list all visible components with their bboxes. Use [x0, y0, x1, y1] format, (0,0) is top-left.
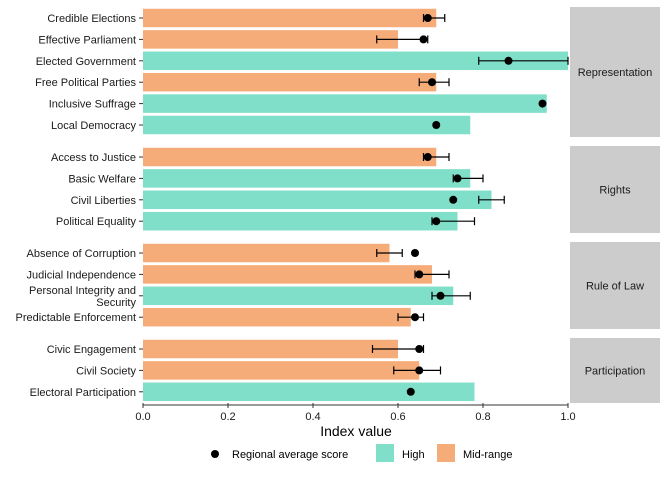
- facet-strip: [570, 146, 660, 233]
- average-point: [449, 195, 458, 204]
- bar: [143, 115, 471, 135]
- average-point: [423, 153, 432, 161]
- average-point: [411, 249, 419, 257]
- y-tick-label-line: Credible Elections: [47, 13, 136, 25]
- bar: [143, 339, 398, 359]
- facet-strip-label: Representation: [578, 67, 653, 79]
- y-tick-label: Inclusive Suffrage: [49, 99, 136, 111]
- y-tick-label-line: Local Democracy: [51, 120, 136, 132]
- facet-strip-label: Rule of Law: [586, 281, 644, 293]
- y-tick-label: Personal Integrity and Security: [29, 285, 137, 309]
- facet-strip-label: Participation: [585, 366, 646, 378]
- y-tick-label-line: Elected Government: [36, 56, 136, 68]
- average-point: [411, 313, 419, 322]
- bar: [143, 307, 411, 327]
- average-point: [504, 56, 513, 65]
- y-tick-label: Judicial Independence: [27, 269, 136, 281]
- facet-strip: [570, 338, 660, 403]
- y-tick-label-line: Security: [96, 297, 136, 309]
- panel-0: Representation Credible Elections Effectiv…: [35, 7, 660, 137]
- average-point: [428, 78, 436, 87]
- y-tick-label-line: Civil Liberties: [71, 195, 137, 207]
- bar: [143, 94, 547, 113]
- x-tick-label: 0.8: [475, 411, 490, 423]
- x-axis: 0.0 0.2 0.4 0.6 0.8 1.0: [135, 403, 576, 423]
- average-point: [415, 270, 424, 279]
- y-tick-label: Civic Engagement: [47, 344, 136, 356]
- average-point: [432, 217, 441, 226]
- legend-point-marker: [211, 450, 219, 458]
- y-tick-label-line: Predictable Enforcement: [16, 312, 136, 324]
- y-tick-label-line: Inclusive Suffrage: [49, 99, 136, 111]
- bar: [143, 169, 471, 188]
- bar: [143, 190, 492, 210]
- average-point: [436, 291, 445, 300]
- y-tick-label-line: Political Equality: [56, 216, 137, 228]
- average-point: [415, 366, 424, 375]
- x-tick-label: 0.0: [135, 411, 150, 423]
- x-tick-label: 1.0: [560, 411, 575, 423]
- panel-2: Rule of Law Absence of Corruption Judicial…: [16, 242, 660, 329]
- y-tick-label: Access to Justice: [51, 152, 136, 164]
- y-tick-label: Free Political Parties: [35, 77, 136, 89]
- bar: [143, 382, 475, 402]
- bar: [143, 51, 568, 71]
- y-tick-label-line: Civil Society: [76, 365, 136, 377]
- y-tick-label: Electoral Participation: [30, 387, 136, 399]
- bar: [143, 286, 454, 306]
- panel-1: Rights Access to Justice Basic Welfare Civi…: [51, 146, 660, 233]
- bar: [143, 243, 390, 263]
- average-point: [406, 387, 415, 396]
- y-tick-label: Absence of Corruption: [27, 248, 136, 260]
- average-point: [538, 99, 547, 108]
- y-tick-label: Elected Government: [36, 56, 136, 68]
- legend: Regional average score High Mid-range: [211, 444, 513, 462]
- facet-strip: [570, 7, 660, 137]
- bar: [143, 147, 437, 167]
- panel-3: Participation Civic Engagement Civil Socie…: [30, 338, 660, 403]
- y-tick-label: Credible Elections: [47, 13, 136, 25]
- facet-strip-label: Rights: [599, 185, 631, 197]
- y-tick-label-line: Basic Welfare: [68, 173, 136, 185]
- average-point: [432, 121, 441, 129]
- x-tick-label: 0.4: [305, 411, 320, 423]
- bar: [143, 361, 420, 380]
- legend-high-label: High: [402, 449, 425, 461]
- y-tick-label: Basic Welfare: [68, 173, 136, 185]
- legend-high-key: [376, 444, 394, 462]
- legend-mid-label: Mid-range: [463, 449, 513, 461]
- y-tick-label-line: Personal Integrity and: [29, 285, 136, 297]
- y-tick-label-line: Access to Justice: [51, 152, 136, 164]
- y-tick-label-line: Electoral Participation: [30, 387, 136, 399]
- chart-panels: Representation Credible Elections Effectiv…: [16, 7, 660, 403]
- x-tick-label: 0.6: [390, 411, 405, 423]
- y-tick-label: Predictable Enforcement: [16, 312, 136, 324]
- y-tick-label-line: Absence of Corruption: [27, 248, 136, 260]
- y-tick-label: Civil Liberties: [71, 195, 137, 207]
- y-tick-label-line: Civic Engagement: [47, 344, 136, 356]
- x-tick-label: 0.2: [220, 411, 235, 423]
- y-tick-label: Local Democracy: [51, 120, 136, 132]
- bar: [143, 265, 432, 284]
- bar: [143, 8, 437, 28]
- bar: [143, 211, 458, 231]
- average-point: [415, 345, 424, 353]
- y-tick-label: Effective Parliament: [38, 34, 136, 46]
- average-point: [423, 14, 432, 22]
- y-tick-label: Civil Society: [76, 365, 136, 377]
- y-tick-label-line: Free Political Parties: [35, 77, 136, 89]
- legend-point-label: Regional average score: [232, 449, 348, 461]
- x-axis-title: Index value: [320, 423, 392, 439]
- y-tick-label: Political Equality: [56, 216, 137, 228]
- average-point: [453, 174, 462, 183]
- y-tick-label-line: Judicial Independence: [27, 269, 136, 281]
- average-point: [419, 35, 428, 44]
- legend-mid-key: [437, 444, 455, 462]
- facet-strip: [570, 242, 660, 329]
- y-tick-label-line: Effective Parliament: [38, 34, 136, 46]
- bar: [143, 72, 437, 92]
- bar: [143, 30, 398, 49]
